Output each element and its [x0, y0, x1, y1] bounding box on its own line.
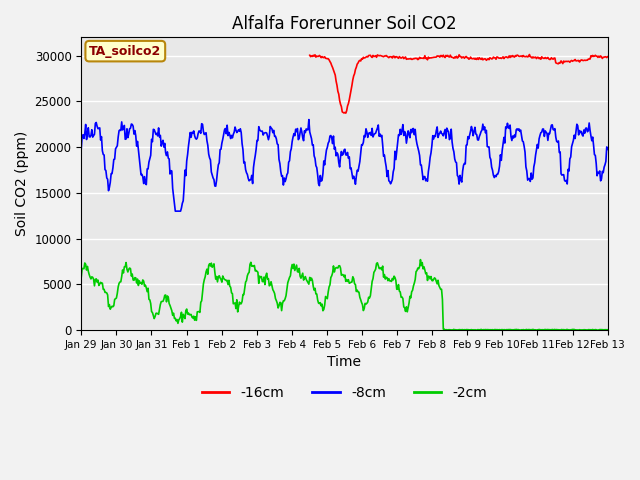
Line: -16cm: -16cm — [310, 55, 607, 113]
-2cm — [77, 274, 85, 280]
-16cm — [388, 54, 396, 60]
-2cm — [316, 301, 323, 307]
-16cm — [316, 53, 323, 59]
Y-axis label: Soil CO2 (ppm): Soil CO2 (ppm) — [15, 131, 29, 236]
Legend: -16cm, -8cm, -2cm: -16cm, -8cm, -2cm — [196, 380, 493, 405]
-16cm — [429, 55, 436, 60]
-2cm — [430, 276, 438, 282]
Title: Alfalfa Forerunner Soil CO2: Alfalfa Forerunner Soil CO2 — [232, 15, 457, 33]
-8cm — [77, 146, 85, 152]
-2cm — [417, 257, 424, 263]
-2cm — [476, 327, 483, 333]
-8cm — [172, 208, 179, 214]
-8cm — [476, 133, 483, 139]
X-axis label: Time: Time — [328, 355, 362, 369]
Text: TA_soilco2: TA_soilco2 — [89, 45, 161, 58]
-16cm — [604, 54, 611, 60]
-2cm — [441, 327, 449, 333]
-8cm — [431, 132, 438, 138]
-8cm — [389, 169, 397, 175]
-2cm — [212, 274, 220, 279]
-8cm — [317, 178, 325, 184]
-2cm — [604, 327, 611, 333]
-2cm — [388, 278, 396, 284]
-8cm — [305, 117, 313, 122]
-2cm — [171, 315, 179, 321]
-8cm — [214, 168, 221, 174]
-16cm — [474, 55, 481, 61]
Line: -8cm: -8cm — [81, 120, 607, 211]
Line: -2cm: -2cm — [81, 260, 607, 330]
-8cm — [604, 146, 611, 152]
-8cm — [171, 200, 179, 206]
